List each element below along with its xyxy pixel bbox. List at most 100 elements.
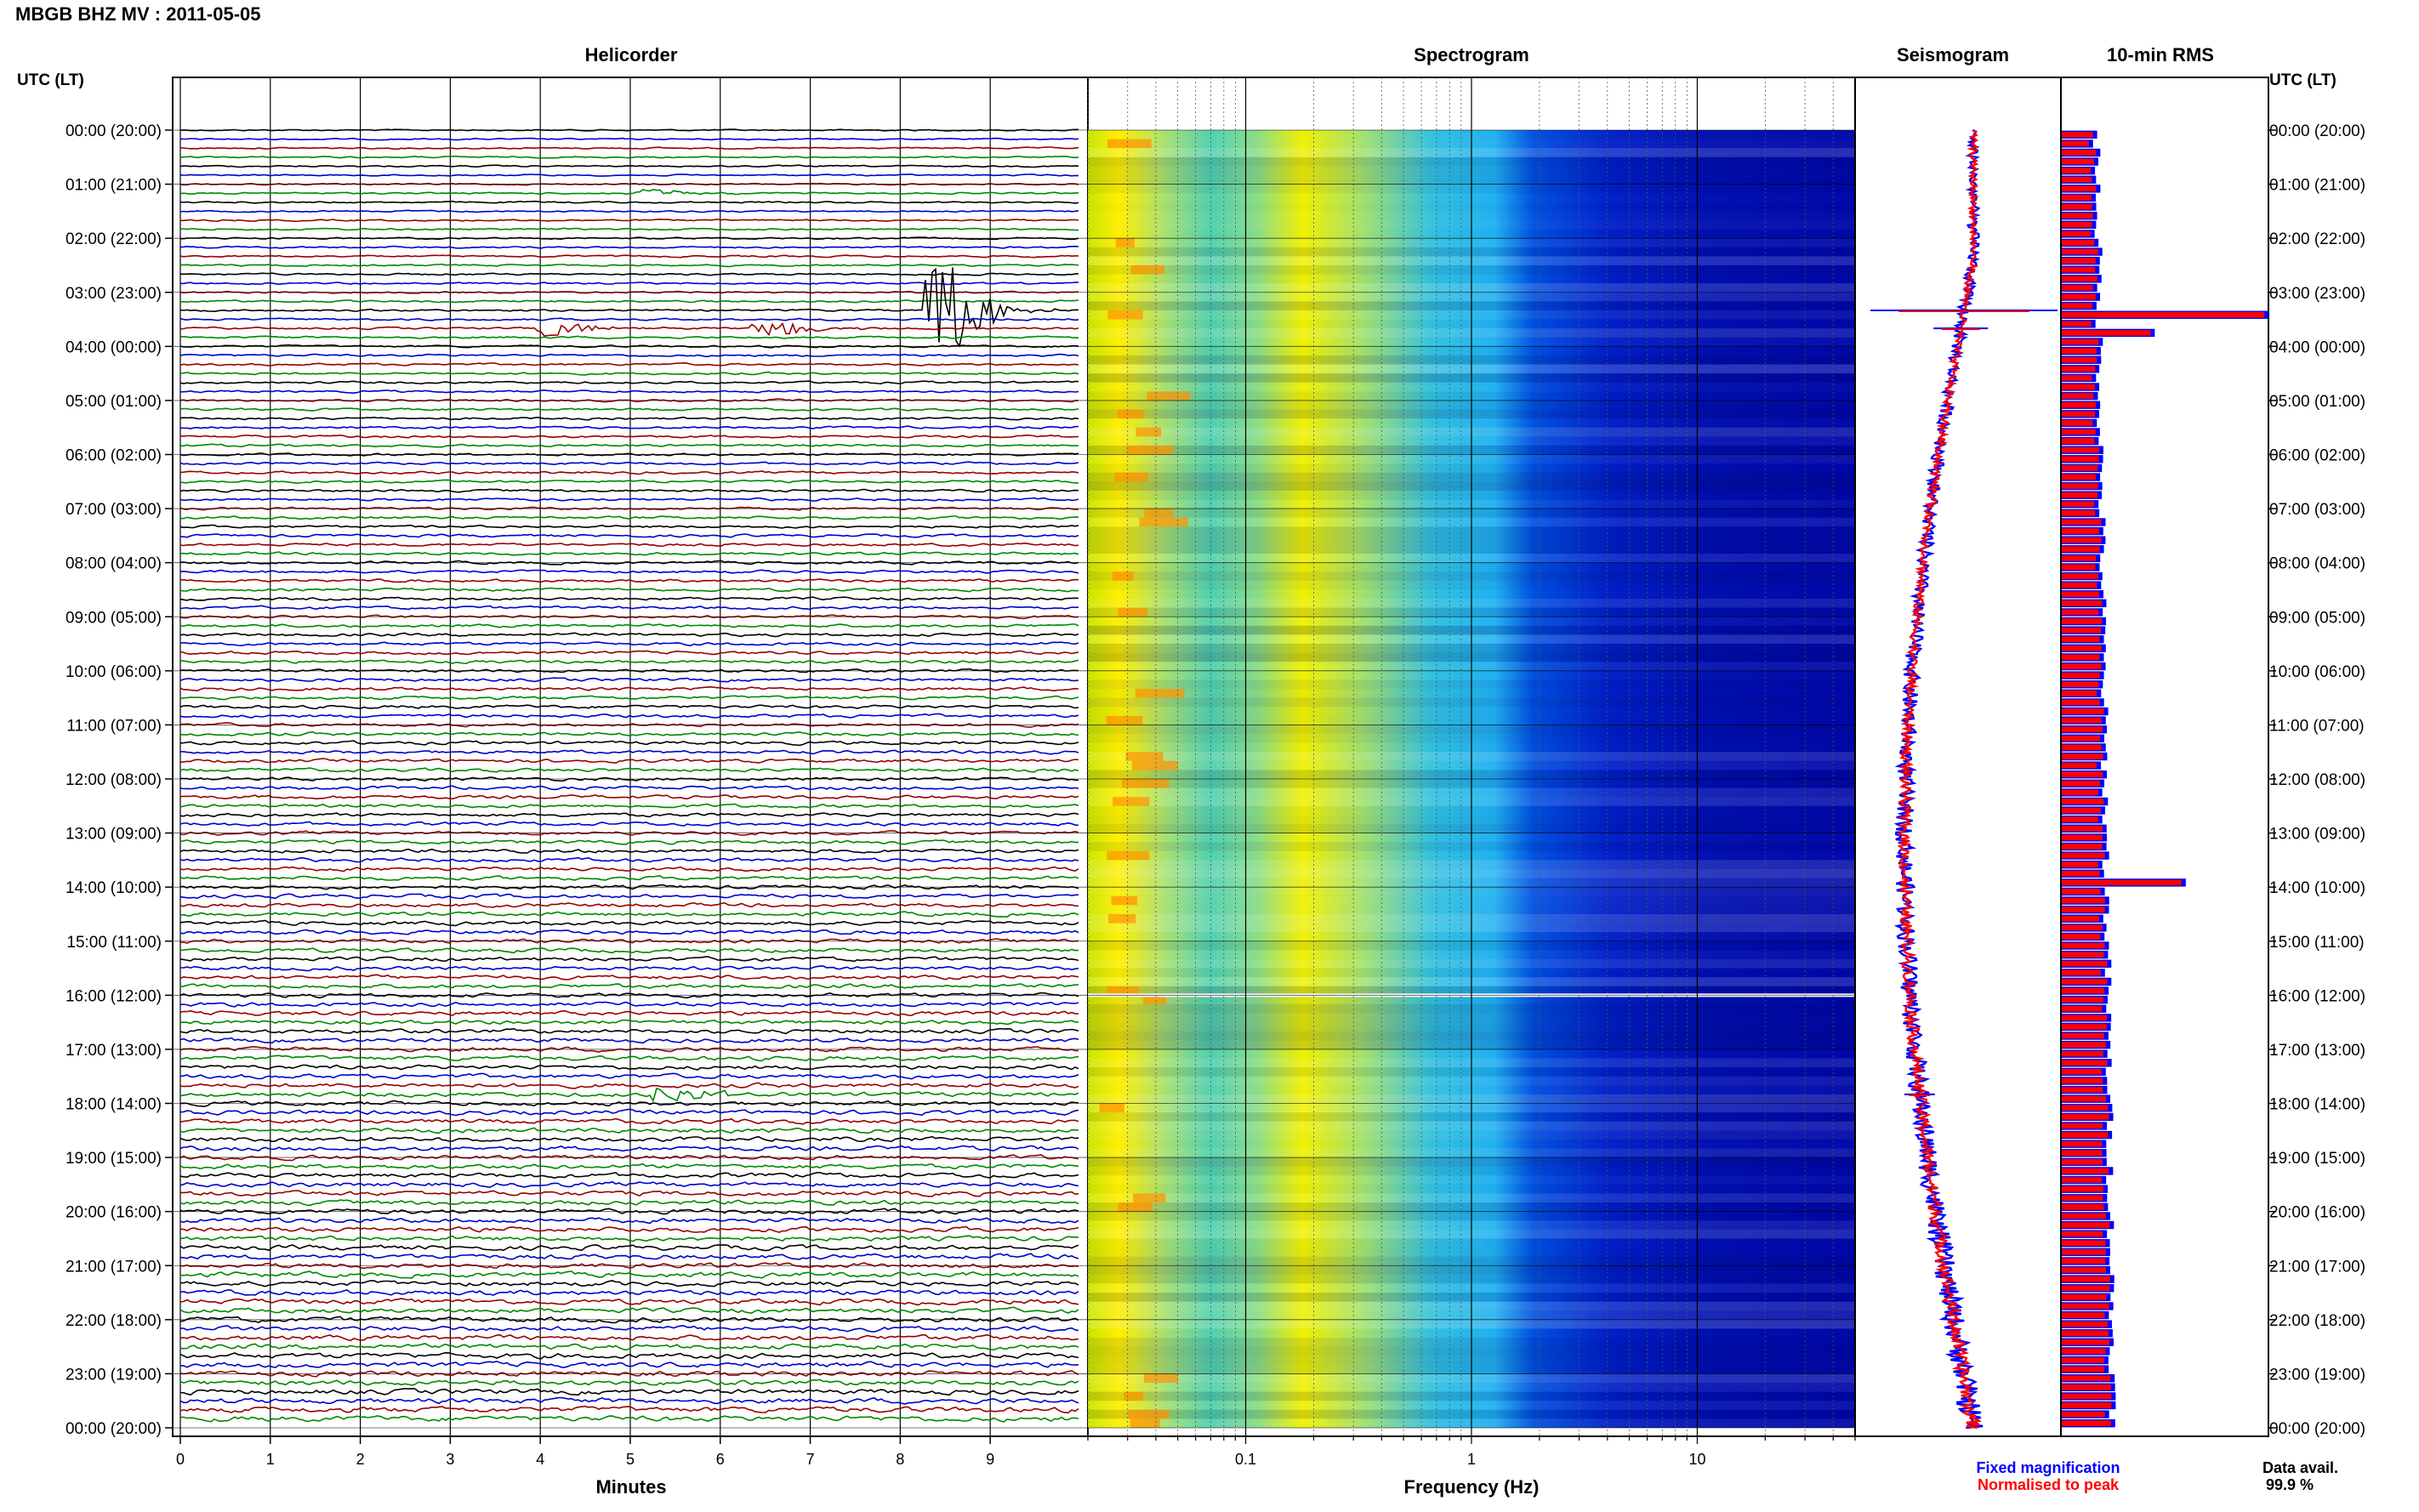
rms-bar-normalised <box>2062 1375 2111 1382</box>
time-tick-label: 14:00 (10:00) <box>2269 879 2365 897</box>
rms-bar-normalised <box>2062 672 2100 679</box>
helicorder-trace <box>179 1325 1079 1333</box>
time-tick-labels-left: 00:00 (20:00) 01:00 (21:00) 02:00 (22:00) 0… <box>65 122 162 1438</box>
rms-bar-normalised <box>2062 627 2102 634</box>
time-tick-label: 15:00 (11:00) <box>2269 934 2365 952</box>
time-tick-label: 07:00 (03:00) <box>2269 501 2365 519</box>
helicorder-trace <box>179 188 1079 196</box>
spectrogram-hotspot <box>1118 1202 1153 1212</box>
rms-bar-normalised <box>2062 879 2182 886</box>
data-availability-label: Data avail. <box>2262 1459 2338 1476</box>
helicorder-trace <box>179 146 1079 151</box>
rms-bar-normalised <box>2062 691 2097 696</box>
rms-bar-normalised <box>2062 789 2098 796</box>
seismogram-normalised-trace <box>1897 129 1983 1430</box>
helicorder-trace <box>179 821 1079 827</box>
rms-bar-normalised <box>2062 708 2104 714</box>
rms-bar-normalised <box>2062 492 2098 498</box>
time-tick-label: 03:00 (23:00) <box>65 285 162 303</box>
helicorder-trace <box>179 416 1079 421</box>
helicorder-trace <box>179 1361 1079 1368</box>
time-tick-label: 09:00 (05:00) <box>65 609 162 627</box>
rms-bar-normalised <box>2062 1069 2102 1075</box>
time-tick-label: 10:00 (06:00) <box>2269 663 2365 681</box>
spectrogram-hotspot <box>1107 850 1150 861</box>
helicorder-trace <box>179 659 1079 665</box>
rms-bar-normalised <box>2062 942 2105 949</box>
spectrogram-hotspot <box>1111 895 1138 906</box>
spectrogram-grid <box>1087 77 1856 1444</box>
time-tick-label: 02:00 (22:00) <box>65 230 162 248</box>
helicorder-trace <box>180 965 1079 972</box>
minute-tick-label: 4 <box>536 1451 544 1468</box>
time-tick-label: 17:00 (13:00) <box>2269 1042 2365 1060</box>
rms-bar-normalised <box>2062 1005 2103 1012</box>
helicorder-trace <box>179 1405 1079 1414</box>
helicorder-trace <box>179 263 1079 268</box>
time-tick-label: 15:00 (11:00) <box>66 934 162 952</box>
helicorder-trace <box>179 983 1079 989</box>
legend-fixed-magnification: Fixed magnification <box>1976 1459 2120 1476</box>
helicorder-trace <box>179 443 1079 448</box>
spectrogram-hotspot <box>1108 913 1136 924</box>
spectrogram-hotspot <box>1135 689 1185 698</box>
helicorder-trace <box>179 560 1079 566</box>
legend-normalised-to-peak: Normalised to peak <box>1978 1476 2120 1493</box>
time-tick-label: 11:00 (07:00) <box>2269 717 2365 735</box>
rms-bar-normalised <box>2062 1077 2103 1084</box>
helicorder-trace <box>179 1262 1079 1270</box>
time-tick-label: 00:00 (20:00) <box>65 122 162 140</box>
rms-bar-normalised <box>2062 645 2102 651</box>
rms-bar-normalised <box>2062 1050 2103 1057</box>
time-tick-label: 21:00 (17:00) <box>2269 1258 2365 1276</box>
helicorder-trace <box>179 245 1079 249</box>
rms-bar-normalised <box>2062 537 2102 543</box>
helicorder-trace <box>179 1270 1079 1279</box>
spectrogram-hotspot <box>1117 409 1144 419</box>
rms-bar-normalised <box>2062 1393 2112 1400</box>
time-tick-label: 04:00 (00:00) <box>2269 338 2365 356</box>
helicorder-trace <box>179 1415 1079 1423</box>
rms-bar-normalised <box>2062 384 2096 390</box>
rms-bar-normalised <box>2062 276 2097 282</box>
rms-bar-normalised <box>2062 474 2097 480</box>
helicorder-trace <box>179 1127 1079 1134</box>
spectrogram-header: Spectrogram <box>1414 44 1529 65</box>
helicorder-trace <box>179 470 1079 475</box>
helicorder-trace <box>179 955 1079 963</box>
rms-bar-normalised <box>2062 897 2105 904</box>
spectrogram-hotspot <box>1107 986 1139 996</box>
rms-bar-normalised <box>2062 195 2092 201</box>
rms-bar-normalised <box>2062 158 2094 165</box>
rms-bar-normalised <box>2062 132 2093 138</box>
time-tick-label: 21:00 (17:00) <box>65 1258 162 1276</box>
spectrogram-hotspot <box>1115 238 1135 247</box>
spectrogram-hotspot <box>1107 310 1143 320</box>
rms-bar-normalised <box>2062 600 2103 606</box>
helicorder-trace <box>179 1087 1079 1103</box>
helicorder-trace <box>179 1343 1079 1351</box>
helicorder-trace <box>179 1180 1079 1189</box>
rms-bar-normalised <box>2062 321 2092 327</box>
helicorder-trace <box>179 497 1079 502</box>
minute-tick-label: 2 <box>356 1451 365 1468</box>
helicorder-trace <box>179 1190 1079 1197</box>
helicorder-trace <box>179 632 1079 638</box>
helicorder-trace <box>179 173 1079 177</box>
rms-bar-normalised <box>2062 1042 2107 1048</box>
rms-bar-normalised <box>2062 510 2096 516</box>
helicorder-trace <box>179 1351 1079 1360</box>
helicorder-trace <box>179 209 1079 213</box>
rms-bar-normalised <box>2062 681 2099 688</box>
helicorder-trace <box>179 542 1079 548</box>
rms-bar-normalised <box>2062 375 2092 381</box>
rms-bar-normalised <box>2062 501 2095 508</box>
rms-bar-normalised <box>2062 726 2103 733</box>
rms-bar-normalised <box>2062 1177 2103 1183</box>
helicorder-trace <box>179 407 1079 412</box>
helicorder-trace <box>179 1243 1079 1252</box>
helicorder-trace <box>179 1316 1079 1324</box>
helicorder-trace <box>179 929 1079 935</box>
rms-bar-normalised <box>2062 1249 2106 1255</box>
rms-bar-normalised <box>2062 1087 2103 1093</box>
